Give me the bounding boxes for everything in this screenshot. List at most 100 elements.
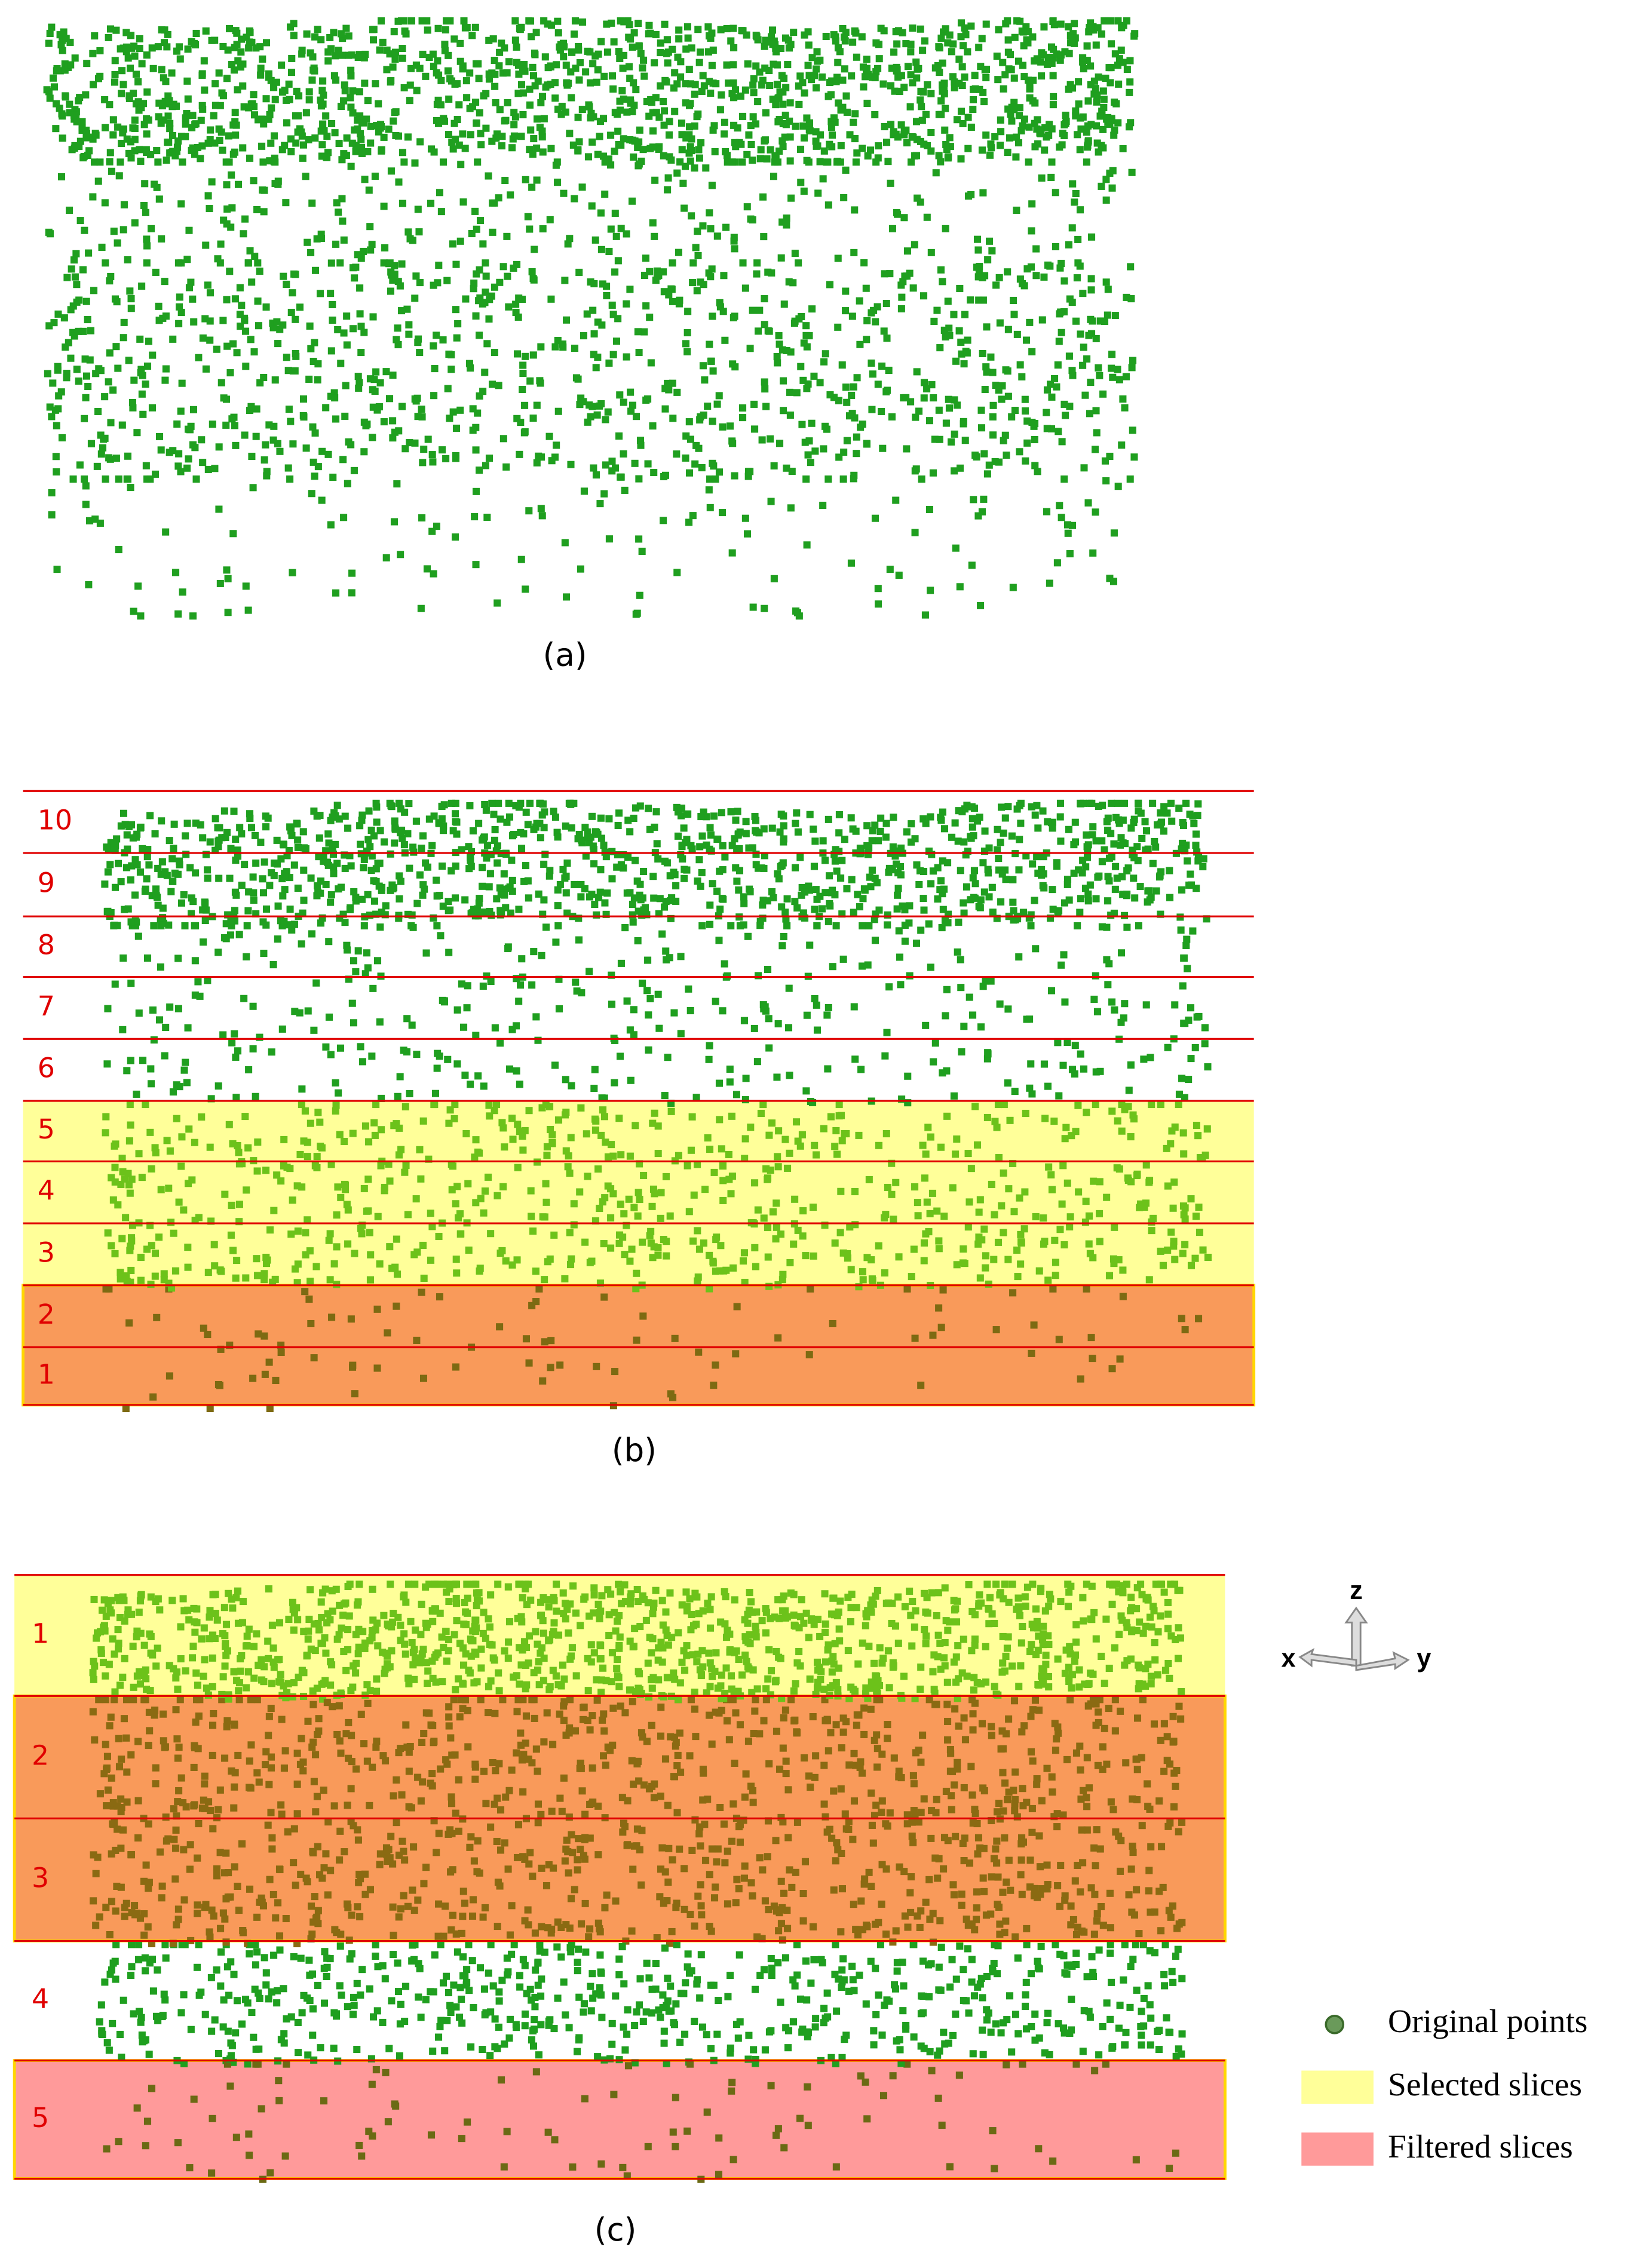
point [597,1131,605,1139]
point [451,1101,459,1109]
point [71,273,79,281]
point [741,86,749,94]
point [729,314,737,321]
point [969,1011,977,1019]
point [1204,1253,1212,1262]
point [1058,438,1066,446]
point [607,1244,615,1252]
point [629,401,637,409]
point [716,867,724,875]
point [698,868,706,876]
point [663,956,670,963]
point [631,137,639,145]
point [1170,1238,1178,1245]
point [453,115,461,124]
point [735,867,744,874]
point [408,911,416,919]
point [742,830,750,837]
point [376,923,384,931]
point [942,25,949,33]
point [354,947,362,955]
point [393,480,401,488]
point [1079,361,1087,369]
point [755,972,762,980]
point [590,280,598,288]
point [298,1085,306,1093]
point [660,517,667,524]
point [308,200,316,207]
point [87,440,95,447]
point [892,496,900,504]
point [894,885,902,892]
point [1056,264,1064,272]
point [975,1208,983,1216]
point [608,1141,615,1149]
point [1089,831,1096,839]
point [768,26,777,34]
point [176,293,183,301]
point [925,505,933,514]
point [449,827,457,834]
point [1114,1117,1121,1125]
point [1088,233,1096,241]
point [811,995,819,1003]
point [1129,426,1136,434]
point [869,827,876,834]
point [127,876,134,884]
point [464,982,471,990]
point [296,1150,304,1159]
point [541,808,548,816]
point [452,894,459,902]
point [310,1026,318,1034]
point [562,62,570,69]
point [293,820,301,827]
point [216,136,223,144]
point [843,437,851,444]
point [214,837,222,845]
point [805,1351,813,1359]
point [330,870,338,877]
point [443,17,450,25]
point [878,407,885,415]
point [320,852,327,860]
point [137,157,145,165]
point [499,263,507,271]
point [528,981,536,989]
point [260,456,268,464]
point [1010,311,1018,318]
point [729,61,737,69]
point [802,332,810,339]
point [767,435,774,443]
point [863,317,871,325]
point [832,922,840,929]
point [985,893,993,901]
point [109,131,117,139]
point [496,1039,504,1047]
point [136,35,143,42]
point [262,441,269,449]
point [842,307,850,315]
point [892,1178,900,1186]
point [347,72,355,80]
point [131,147,139,155]
point [416,138,424,146]
point [766,82,774,90]
point [397,551,404,558]
point [109,386,117,394]
point [833,158,841,166]
point [566,130,574,137]
point [773,1223,781,1231]
point [989,401,997,409]
point [695,1245,703,1253]
point [439,863,446,870]
point [285,406,293,413]
point [299,412,307,419]
point [677,58,685,66]
point [155,317,163,324]
point [340,97,348,105]
point [741,1278,749,1287]
point [824,1003,832,1011]
point [1066,1213,1074,1221]
point [378,886,385,894]
point [1098,858,1106,866]
